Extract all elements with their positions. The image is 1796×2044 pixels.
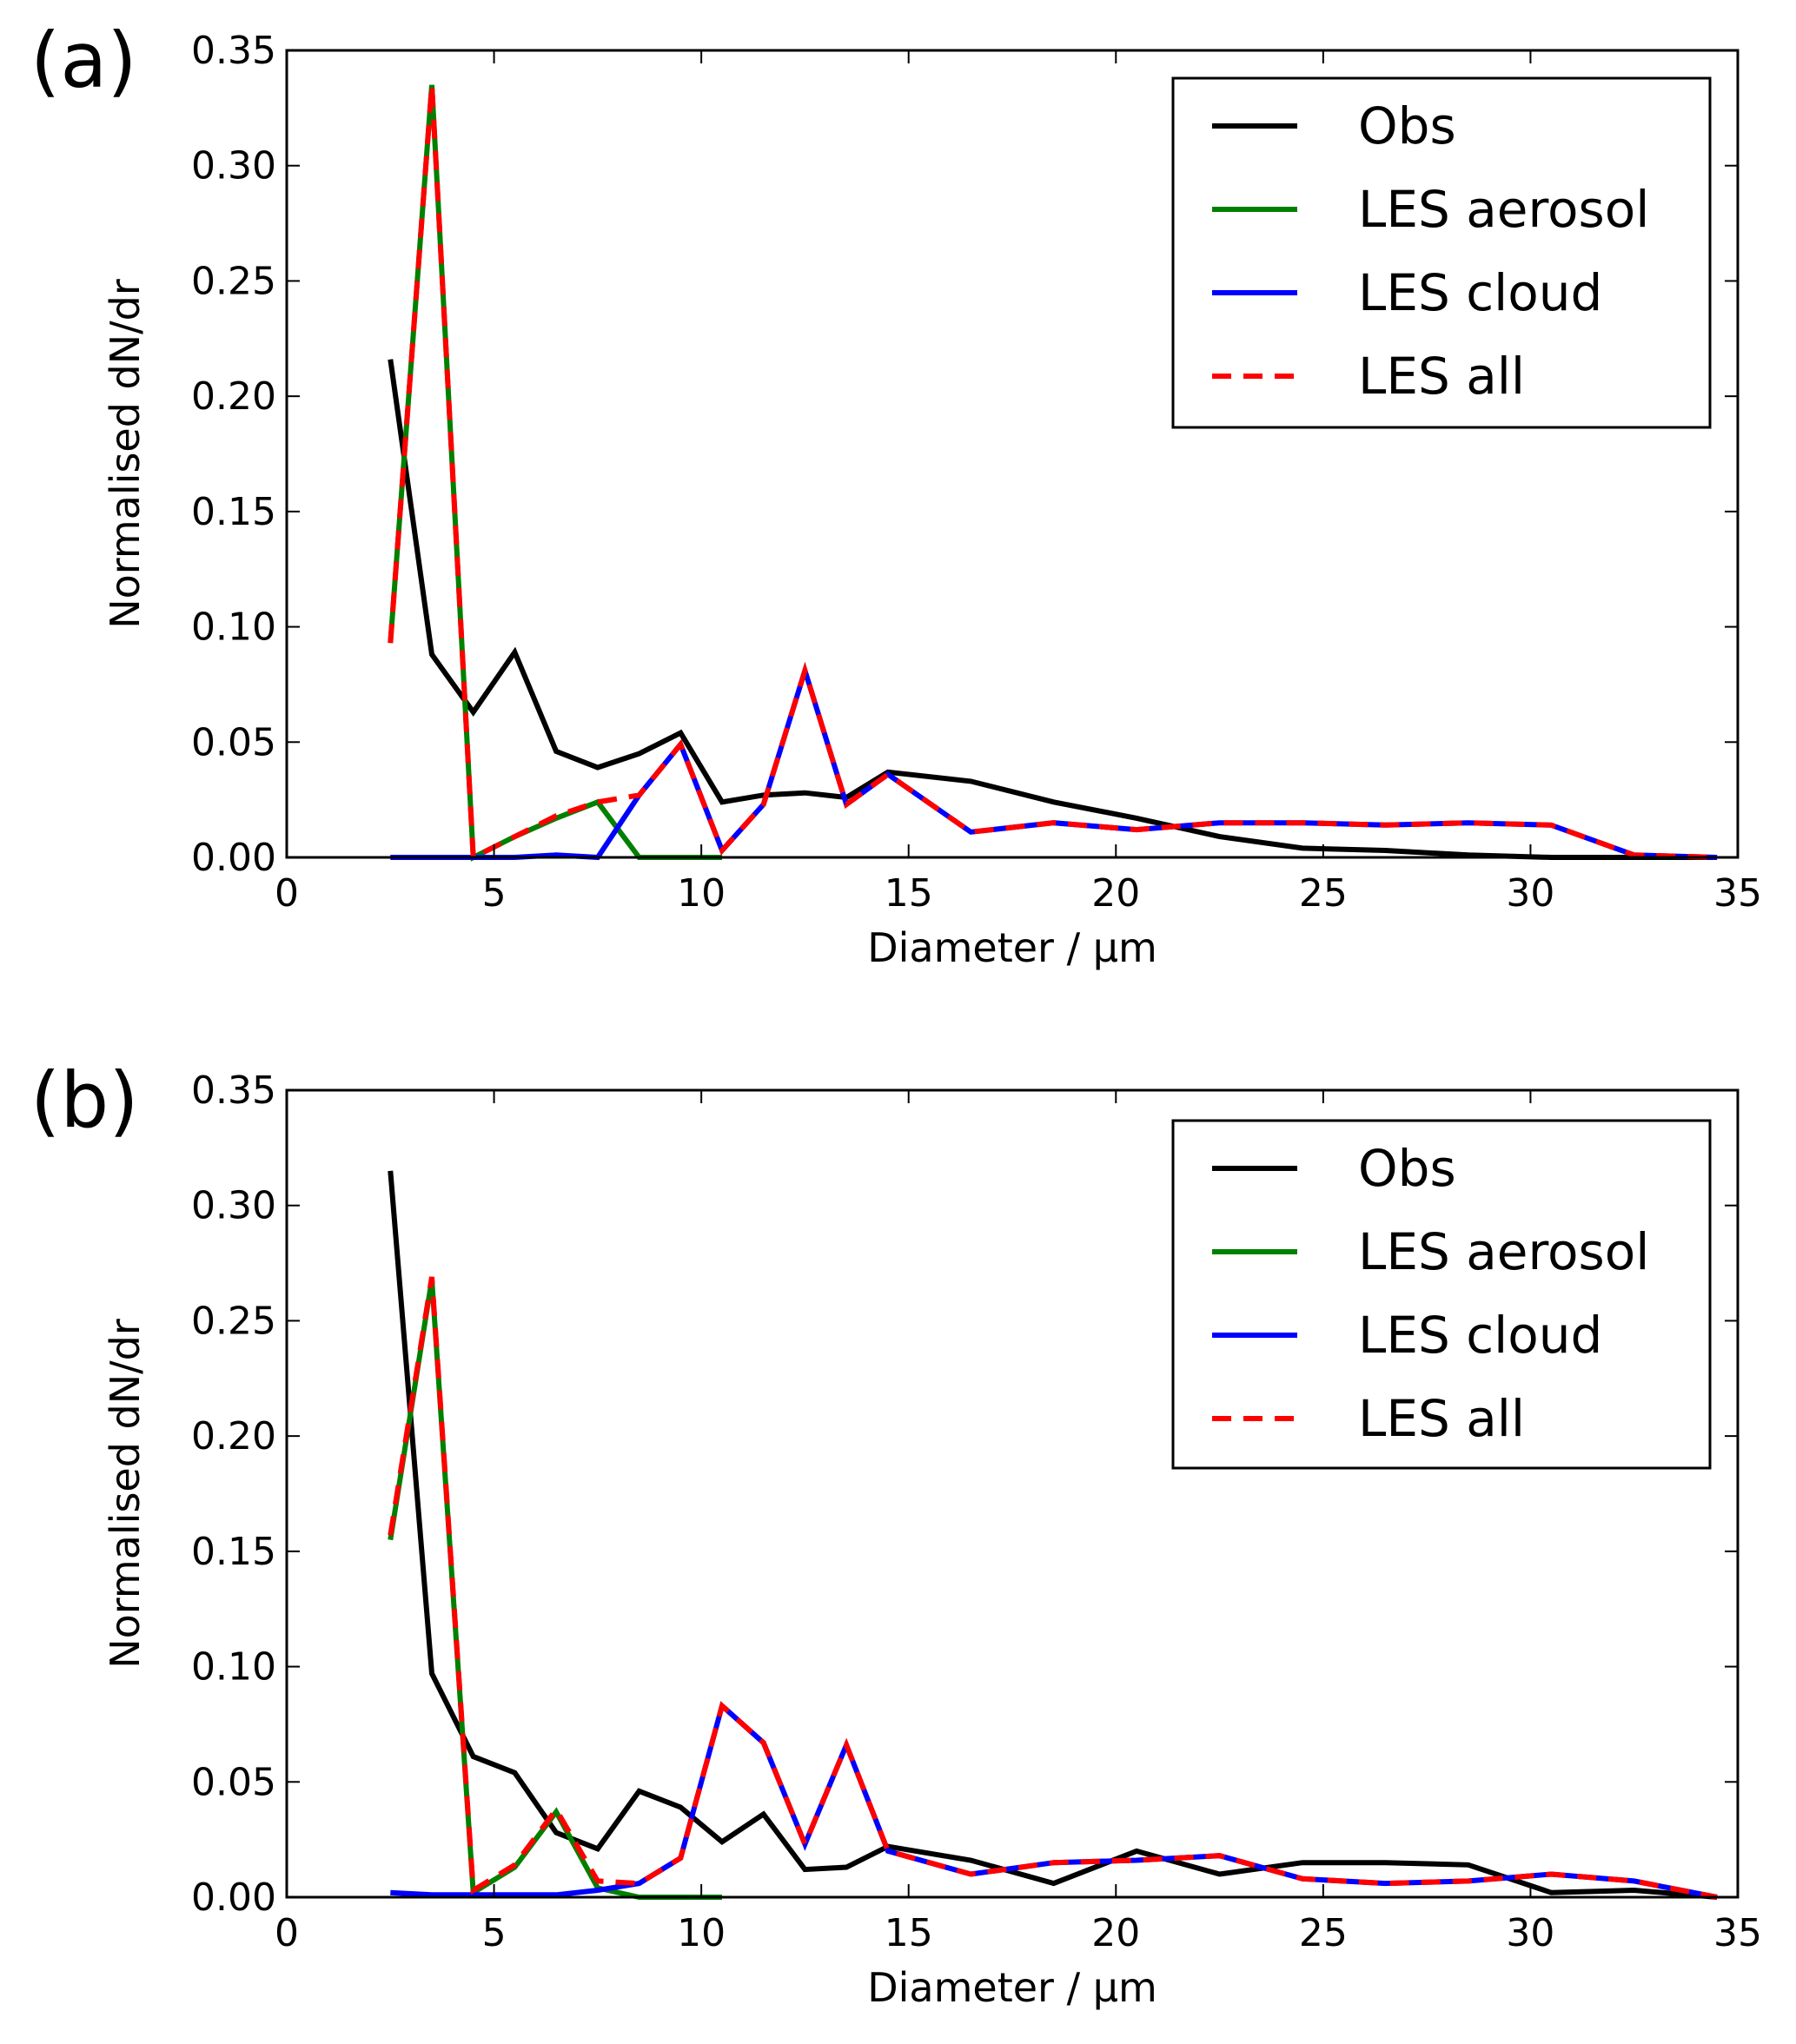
legend-box — [1171, 1119, 1712, 1470]
x-axis-label: Diameter / μm — [867, 1964, 1157, 2011]
x-tick-label: 10 — [677, 1911, 726, 1955]
chart-panel-b: (b) 0 5 10 15 20 25 30 35 0.00 0.05 0.10 0.15 0.20 0.2… — [30, 1055, 1762, 2011]
y-tick-label: 0.00 — [191, 1875, 276, 1920]
x-tick-label: 5 — [482, 1911, 507, 1955]
series-line-les-all — [388, 84, 1718, 862]
y-tick-label: 0.05 — [191, 720, 276, 764]
y-tick-label: 0.10 — [191, 1645, 276, 1690]
chart-panel-a: (a) 0 5 10 15 20 25 30 35 0.00 0.05 0.10 0.15 0.20 0.2… — [30, 16, 1762, 971]
y-tick-label: 0.05 — [191, 1760, 276, 1804]
y-tick-label: 0.35 — [191, 1068, 276, 1113]
y-tick-label: 0.30 — [191, 1184, 276, 1228]
legend-label: LES all — [1358, 1389, 1525, 1448]
y-tick-label: 0.30 — [191, 144, 276, 189]
legend-label: LES cloud — [1358, 263, 1602, 322]
x-tick-label: 20 — [1091, 1911, 1140, 1955]
x-tick-label: 30 — [1506, 1911, 1554, 1955]
legend-label: LES cloud — [1358, 1306, 1602, 1365]
series-line-obs — [388, 359, 1718, 860]
x-tick-label: 5 — [482, 871, 507, 916]
series-line-les-all — [388, 1276, 1718, 1900]
y-tick-label: 0.15 — [191, 1530, 276, 1574]
x-axis-label: Diameter / μm — [867, 924, 1157, 971]
legend-label: LES aerosol — [1358, 180, 1649, 239]
panel-label: (a) — [30, 16, 137, 105]
legend-label: LES all — [1358, 347, 1525, 406]
x-tick-label: 35 — [1713, 1911, 1762, 1955]
x-tick-label: 30 — [1506, 871, 1554, 916]
y-axis-label: Normalised dN/dr — [102, 1319, 149, 1669]
y-tick-label: 0.20 — [191, 374, 276, 419]
legend: Obs LES aerosol LES cloud LES all — [1171, 1119, 1712, 1470]
y-tick-label: 0.15 — [191, 490, 276, 534]
panel-label: (b) — [30, 1055, 139, 1145]
x-tick-label: 20 — [1091, 871, 1140, 916]
y-tick-label: 0.00 — [191, 836, 276, 880]
x-tick-label: 10 — [677, 871, 726, 916]
y-axis-label: Normalised dN/dr — [102, 279, 149, 629]
x-tick-label: 0 — [275, 871, 299, 916]
legend-label: LES aerosol — [1358, 1222, 1649, 1281]
y-tick-label: 0.35 — [191, 29, 276, 73]
plot-frame — [285, 49, 1740, 859]
y-tick-label: 0.25 — [191, 259, 276, 303]
plot-frame — [285, 1088, 1740, 1899]
legend-label: Obs — [1358, 96, 1456, 155]
legend-label: Obs — [1358, 1139, 1456, 1198]
y-tick-label: 0.10 — [191, 605, 276, 650]
y-tick-label: 0.20 — [191, 1414, 276, 1459]
x-tick-label: 25 — [1299, 1911, 1348, 1955]
legend-box — [1171, 76, 1712, 429]
series-line-obs — [388, 1170, 1718, 1900]
y-tick-label: 0.25 — [191, 1299, 276, 1343]
x-tick-label: 15 — [885, 871, 933, 916]
x-tick-label: 35 — [1713, 871, 1762, 916]
x-tick-label: 0 — [275, 1911, 299, 1955]
x-tick-label: 15 — [885, 1911, 933, 1955]
legend: Obs LES aerosol LES cloud LES all — [1171, 76, 1712, 429]
x-tick-label: 25 — [1299, 871, 1348, 916]
